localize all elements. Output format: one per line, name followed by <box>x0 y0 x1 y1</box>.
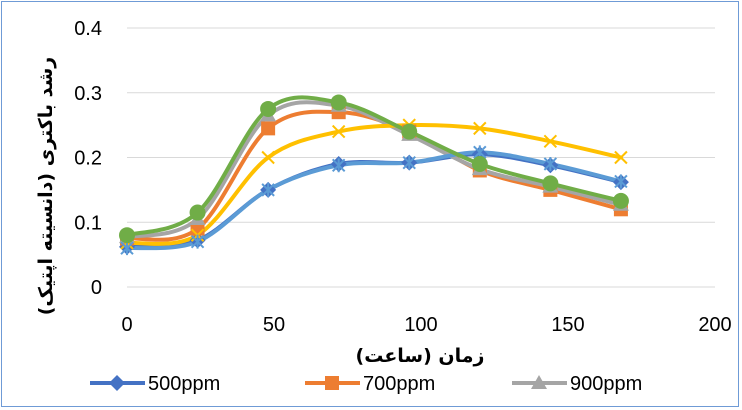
data-point-marker <box>473 121 487 136</box>
data-point-marker <box>543 156 558 171</box>
data-point-marker <box>401 123 418 140</box>
x-tick-labels: 0 50 100 150 200 <box>121 314 731 336</box>
y-axis-title: رشد باکتری (دانسیته اپتیک) <box>35 57 57 316</box>
data-point-marker <box>190 234 205 249</box>
data-point-marker <box>330 94 347 111</box>
legend-marker <box>531 375 547 389</box>
y-tick-label: 0.3 <box>74 83 102 105</box>
y-tick-labels: 0 0.1 0.2 0.3 0.4 <box>74 18 102 299</box>
data-point-marker <box>331 124 346 139</box>
legend-marker <box>325 376 339 390</box>
data-point-marker <box>542 175 559 192</box>
data-point-marker <box>614 174 628 189</box>
data-point-marker <box>261 121 276 136</box>
legend-label: 700ppm <box>363 373 435 395</box>
x-tick-label: 0 <box>121 314 132 336</box>
data-point-marker <box>612 192 629 209</box>
y-tick-label: 0.1 <box>74 212 102 234</box>
y-tick-label: 0 <box>91 277 102 299</box>
data-point-marker <box>614 150 628 165</box>
x-tick-label: 50 <box>263 314 285 336</box>
data-point-marker <box>543 134 558 149</box>
legend-label: 500ppm <box>148 373 220 395</box>
series-line-3 <box>125 123 623 246</box>
series-line-2 <box>125 100 623 240</box>
data-point-marker <box>189 204 206 221</box>
series-markers <box>119 94 629 256</box>
grid-lines <box>127 27 715 288</box>
x-axis-title: زمان (ساعت) <box>356 345 485 367</box>
data-point-marker <box>471 155 488 172</box>
x-tick-label: 150 <box>551 314 584 336</box>
data-point-marker <box>402 155 416 170</box>
legend: 500ppm 700ppm 900ppm <box>90 373 642 395</box>
data-point-marker <box>119 227 135 244</box>
x-tick-label: 100 <box>404 314 437 336</box>
series-line-4 <box>125 150 623 251</box>
series-lines <box>125 95 623 251</box>
data-point-marker <box>120 241 134 256</box>
legend-label: 900ppm <box>570 373 642 395</box>
data-point-marker <box>260 100 277 117</box>
data-point-marker <box>331 158 346 173</box>
x-tick-label: 200 <box>698 314 731 336</box>
data-point-marker <box>261 182 275 197</box>
y-tick-label: 0.2 <box>74 148 102 170</box>
data-point-marker <box>261 150 275 165</box>
series-line-1 <box>125 109 623 242</box>
y-tick-label: 0.4 <box>74 18 102 40</box>
series-line-5 <box>125 95 623 238</box>
legend-marker <box>109 375 125 391</box>
